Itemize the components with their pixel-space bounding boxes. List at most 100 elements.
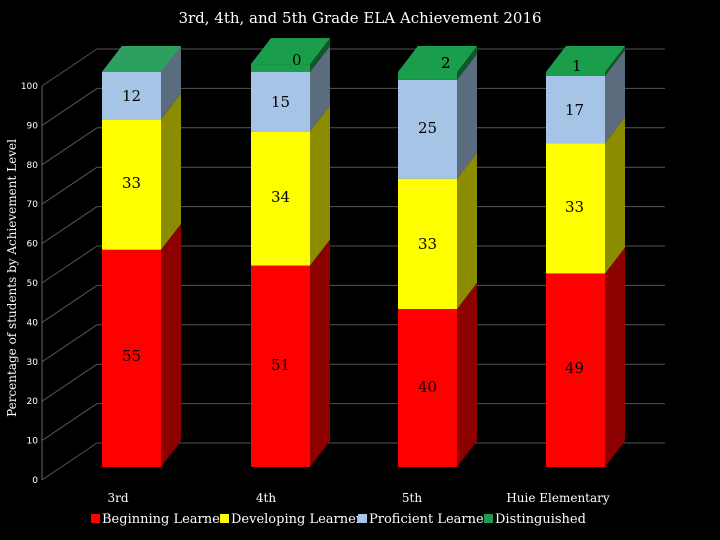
bar-beginning-learner [546,247,625,467]
data-label: 55 [122,347,141,365]
gridline-side [41,206,98,245]
bar-front [102,72,161,120]
bar-side [457,46,477,80]
x-tick-label: 4th [256,491,276,505]
bar-developing-learner [251,105,330,266]
gridline-side [41,284,98,323]
bar-side [457,53,477,179]
legend: Beginning Learner Developing Learner Profi… [91,512,586,527]
bar-side [605,49,625,144]
bar-side [161,93,181,250]
bar-developing-learner [398,152,477,309]
y-tick-label: 30 [27,358,39,368]
y-tick-label: 0 [32,476,38,486]
bar-side [310,239,330,467]
y-tick-label: 70 [27,200,39,210]
data-label: 40 [418,378,437,396]
y-axis: 0 10 20 30 40 50 60 70 80 90 100 [21,82,43,486]
gridline-side [41,245,98,284]
y-axis-label: Percentage of students by Achievement Le… [5,139,19,417]
legend-swatch [484,514,493,523]
bar-developing-learner [102,93,181,250]
x-tick-label: 5th [402,491,422,505]
data-label: 17 [565,101,584,119]
bars [102,38,625,467]
x-axis-categories: 3rd 4th 5th Huie Elementary [107,491,609,505]
data-label: 2 [441,54,451,72]
bar-side [605,46,625,76]
bar-front [398,309,457,467]
y-tick-label: 80 [27,161,39,171]
bar-top-distinguished [398,46,477,72]
gridline-side [41,48,98,87]
bar-proficient-learner [102,46,181,120]
x-tick-label: 3rd [107,491,128,505]
y-tick-label: 100 [21,82,38,92]
x-tick-label: Huie Elementary [506,491,610,505]
bar-distinguished [398,46,477,80]
bar-front [546,75,605,144]
y-tick-label: 60 [27,240,39,250]
legend-swatch [358,514,367,523]
data-label: 2 [441,54,451,72]
bar-beginning-learner [102,223,181,467]
legend-label: Beginning Learner [102,512,227,527]
bar-front [398,72,457,80]
bar-side [605,247,625,467]
gridline-side [41,403,98,442]
gridline-side [41,166,98,205]
bar-side [457,152,477,309]
bar-developing-learner [546,117,625,274]
bar-front [251,131,310,266]
data-label: 33 [418,235,437,253]
data-label: 15 [271,93,290,111]
bar-side [310,46,330,132]
bar-top-distinguished [102,46,181,72]
bar-front [546,143,605,274]
bar-front [251,64,310,72]
data-label: 33 [122,174,141,192]
bar-front [546,273,605,467]
y-tick-label: 50 [27,279,39,289]
data-label: 34 [271,188,290,206]
legend-label: Distinguished [495,512,586,527]
data-label: 49 [565,359,584,377]
chart-title: 3rd, 4th, and 5th Grade ELA Achievement … [178,9,541,27]
gridline-side [41,87,98,126]
data-label: 25 [418,119,437,137]
bar-proficient-learner [398,53,477,179]
bar-side [161,223,181,467]
legend-swatch [91,514,100,523]
data-label: 51 [271,356,290,374]
legend-item: Proficient Learner [358,512,491,527]
bar-proficient-learner [546,49,625,144]
y-tick-label: 90 [27,121,39,131]
legend-item: Beginning Learner [91,512,227,527]
bar-distinguished [251,38,330,72]
legend-label: Proficient Learner [369,512,491,527]
y-tick-label: 10 [27,437,39,447]
gridline-side [41,363,98,402]
bar-side [310,38,330,72]
legend-item: Developing Learner [220,512,363,527]
bar-front [251,72,310,132]
gridline-side [41,324,98,363]
gridline-side [41,442,98,481]
bar-distinguished [546,46,625,76]
bar-front [102,249,161,467]
data-label: 12 [122,87,141,105]
data-label: 1 [572,57,582,75]
bar-side [161,46,181,120]
bar-distinguished [102,46,181,72]
bar-side [457,283,477,467]
gridline-side [41,127,98,166]
legend-item: Distinguished [484,512,586,527]
bar-front [398,79,457,179]
bar-proficient-learner [251,46,330,132]
y-tick-label: 20 [27,397,39,407]
legend-swatch [220,514,229,523]
data-label: 33 [565,198,584,216]
bar-side [605,117,625,274]
